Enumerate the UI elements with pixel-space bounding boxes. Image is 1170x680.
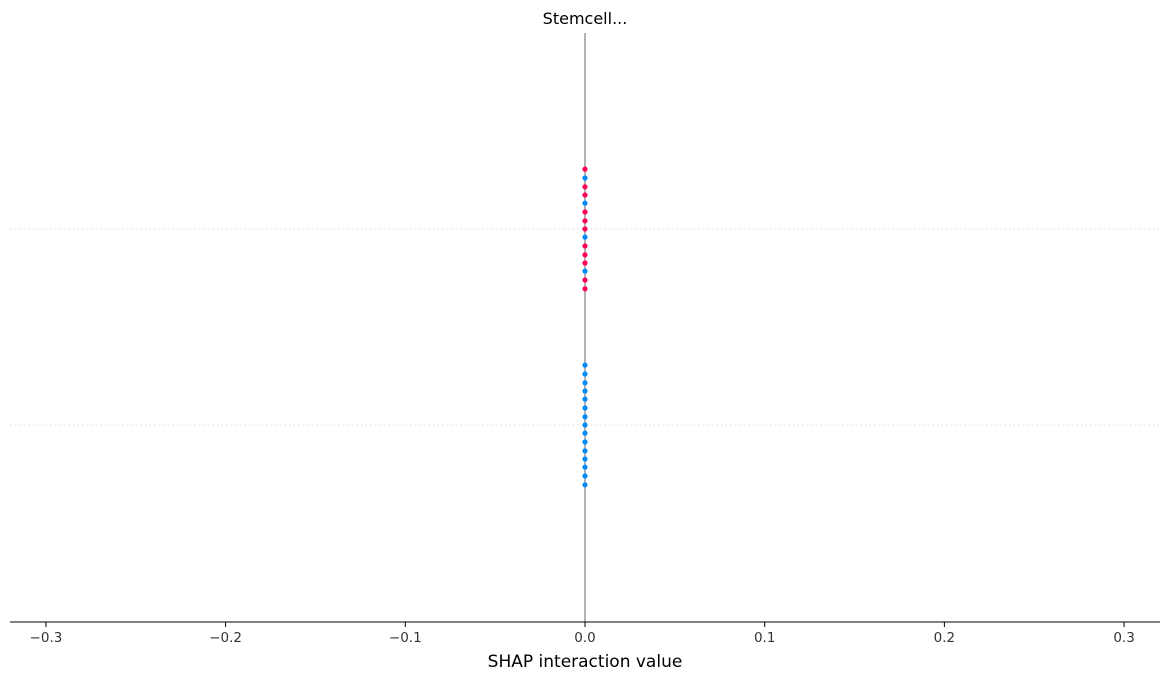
data-point-row1-0 — [582, 362, 588, 368]
x-axis-ticks: −0.3 −0.2 −0.1 0.0 0.1 0.2 0.3 — [30, 622, 1135, 646]
data-point-row1-3 — [582, 388, 588, 394]
data-point-row1-12 — [582, 464, 588, 470]
x-tick-label-5: 0.2 — [934, 630, 955, 646]
x-tick-label-1: −0.2 — [209, 630, 242, 646]
data-point-row0-3 — [582, 184, 588, 190]
data-point-row1-14 — [582, 482, 588, 488]
x-tick-label-4: 0.1 — [754, 630, 775, 646]
data-point-row0-2 — [582, 175, 588, 181]
data-point-row0-4 — [582, 192, 588, 198]
x-tick-label-6: 0.3 — [1113, 630, 1134, 646]
data-point-row1-1 — [582, 371, 588, 377]
data-point-row0-5 — [582, 200, 588, 206]
x-tick-label-2: −0.1 — [389, 630, 422, 646]
data-point-row0-6 — [582, 209, 588, 215]
data-point-row0-0 — [582, 226, 588, 232]
data-point-row1-6 — [582, 414, 588, 420]
data-point-row1-13 — [582, 473, 588, 479]
data-point-row0-8 — [582, 234, 588, 240]
data-point-row1-7 — [582, 422, 588, 428]
data-point-row1-10 — [582, 448, 588, 454]
data-point-row0-12 — [582, 268, 588, 274]
data-point-row1-2 — [582, 380, 588, 386]
data-point-row0-11 — [582, 260, 588, 266]
data-point-row0-7 — [582, 218, 588, 224]
chart-title: Stemcell... — [543, 9, 628, 28]
data-points — [582, 166, 588, 488]
data-point-row0-10 — [582, 252, 588, 258]
data-point-row0-1 — [582, 166, 588, 172]
data-point-row1-8 — [582, 430, 588, 436]
data-point-row1-4 — [582, 396, 588, 402]
x-tick-label-3: 0.0 — [574, 630, 595, 646]
x-tick-label-0: −0.3 — [30, 630, 63, 646]
data-point-row1-5 — [582, 405, 588, 411]
data-point-row1-11 — [582, 456, 588, 462]
data-point-row0-9 — [582, 243, 588, 249]
x-axis-title: SHAP interaction value — [488, 652, 683, 672]
data-point-row0-14 — [582, 286, 588, 292]
data-point-row1-9 — [582, 439, 588, 445]
data-point-row0-13 — [582, 277, 588, 283]
